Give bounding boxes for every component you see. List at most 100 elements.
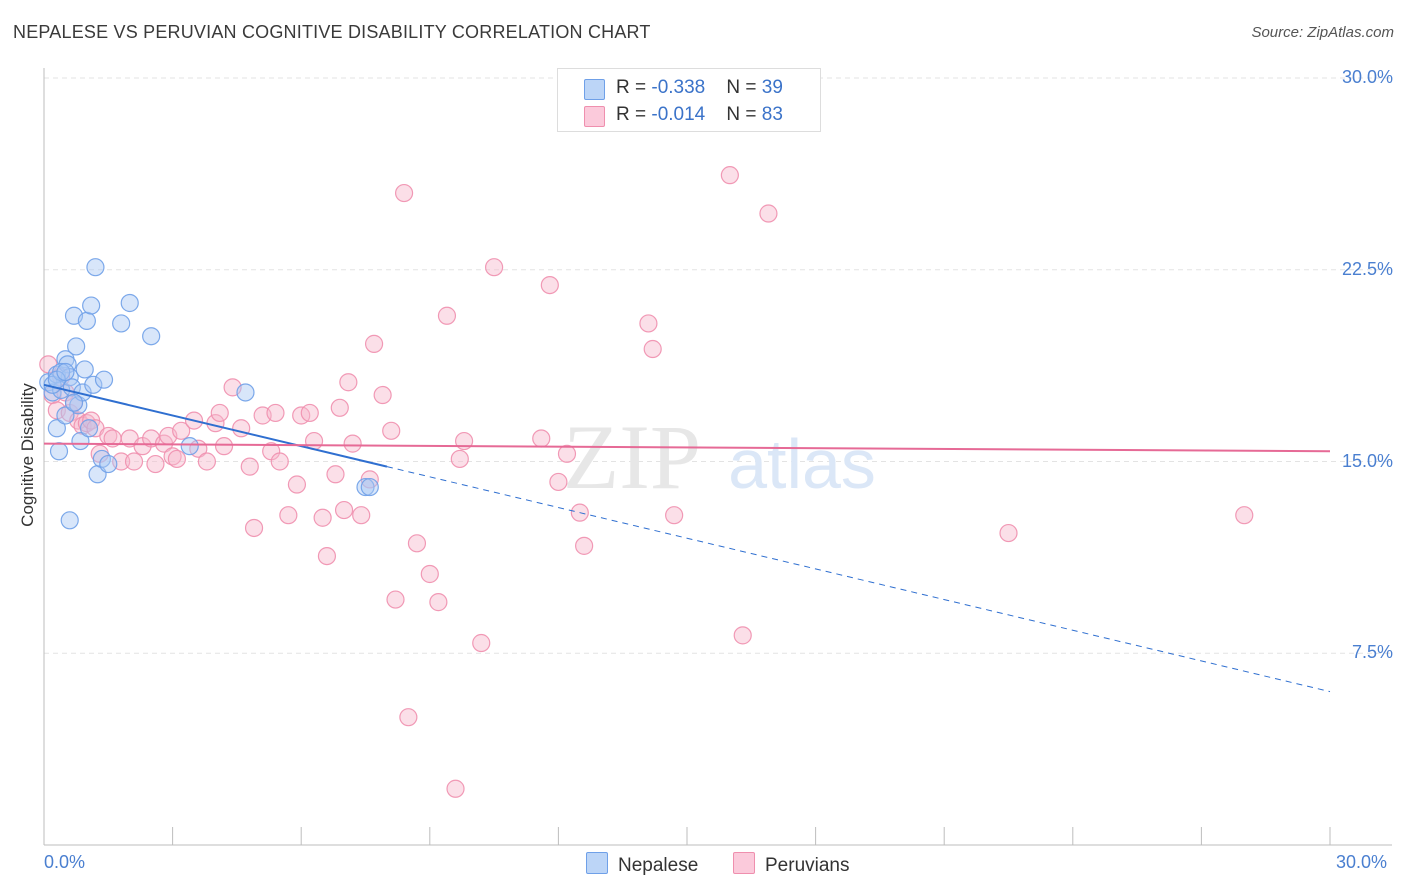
- peruvians-point: [240, 457, 259, 476]
- peruvians-point: [266, 403, 285, 423]
- peruvians-point: [339, 373, 358, 392]
- peruvians-point: [394, 183, 414, 203]
- peruvians-point: [279, 506, 298, 525]
- peruvians-swatch: [584, 106, 605, 127]
- peruvians-point: [146, 454, 165, 474]
- watermark: ZIP atlas: [563, 406, 876, 508]
- peruvians-point: [287, 475, 307, 494]
- y-tick-label: 30.0%: [1341, 67, 1393, 87]
- peruvians-point: [270, 452, 289, 471]
- watermark-zip: ZIP: [563, 406, 701, 508]
- r-value-peruvians: -0.014: [651, 104, 706, 125]
- peruvians-point: [759, 204, 778, 223]
- nepalese-point: [142, 327, 161, 346]
- n-value-nepalese: 39: [761, 77, 783, 98]
- peruvians-point: [386, 590, 405, 609]
- legend-label-nepalese: Nepalese: [618, 855, 699, 876]
- nepalese-point: [47, 419, 66, 438]
- peruvians-point: [733, 626, 752, 645]
- peruvians-point: [437, 306, 457, 325]
- r-value-nepalese: -0.338: [651, 77, 706, 98]
- peruvians-point: [472, 633, 491, 653]
- n-label: N =: [726, 77, 762, 98]
- data-points: [39, 166, 1254, 798]
- nepalese-point: [71, 431, 90, 451]
- series-nepalese: [39, 258, 379, 530]
- peruvians-point: [330, 398, 349, 417]
- nepalese-point: [56, 406, 75, 425]
- watermark-atlas: atlas: [728, 425, 876, 503]
- peruvians-point: [1235, 506, 1254, 525]
- peruvians-point: [326, 465, 345, 484]
- peruvians-point: [343, 434, 362, 453]
- peruvians-point: [317, 546, 337, 566]
- nepalese-point: [360, 477, 379, 497]
- peruvians-point: [210, 403, 229, 423]
- peruvians-point: [172, 421, 191, 440]
- nepalese-swatch: [584, 79, 605, 100]
- peruvians-point: [214, 437, 234, 456]
- nepalese-point: [75, 360, 94, 379]
- nepalese-point: [77, 311, 96, 330]
- peruvians-point: [420, 564, 439, 584]
- nepalese-point: [56, 362, 75, 382]
- peruvians-point: [334, 500, 354, 520]
- peruvians-point: [532, 429, 551, 448]
- nepalese-point: [99, 454, 118, 474]
- legend-item-nepalese[interactable]: Nepalese: [586, 852, 698, 877]
- peruvians-point: [313, 508, 332, 527]
- r-label: R =: [616, 77, 652, 98]
- peruvians-point: [244, 518, 264, 538]
- axes: [43, 68, 1392, 846]
- peruvians-point: [382, 421, 401, 440]
- nepalese-point: [86, 258, 105, 277]
- peruvians-point: [540, 275, 559, 295]
- nepalese-point: [94, 370, 114, 389]
- peruvians-point: [364, 334, 384, 353]
- nepalese-point: [112, 314, 131, 333]
- n-label: N =: [726, 104, 762, 125]
- nepalese-trend-line: [43, 383, 388, 468]
- nepalese-point: [236, 383, 255, 402]
- nepalese-trend-extension: [386, 466, 1331, 693]
- peruvians-point: [557, 444, 577, 463]
- peruvians-point: [429, 593, 448, 612]
- peruvians-point: [999, 523, 1018, 543]
- y-tick-label: 22.5%: [1341, 258, 1393, 279]
- trend-lines: [43, 383, 1331, 693]
- peruvians-point: [446, 779, 465, 798]
- legend-item-peruvians[interactable]: Peruvians: [733, 852, 850, 877]
- peruvians-trend-line: [43, 442, 1331, 453]
- peruvians-point: [352, 506, 371, 525]
- nepalese-point: [180, 437, 199, 456]
- stats-legend: R = -0.338 N = 39 R = -0.014 N = 83: [557, 68, 821, 132]
- x-tick-label-max: 30.0%: [1336, 852, 1388, 872]
- peruvians-point: [407, 534, 427, 553]
- r-label: R =: [616, 104, 652, 125]
- peruvians-point: [549, 472, 568, 492]
- chart-title: NEPALESE VS PERUVIAN COGNITIVE DISABILIT…: [13, 22, 651, 42]
- peruvians-point: [197, 452, 216, 471]
- nepalese-legend-swatch: [586, 852, 608, 874]
- grid-lines: [44, 77, 1392, 654]
- peruvians-point: [643, 339, 662, 359]
- nepalese-point: [84, 375, 103, 394]
- y-tick-label: 15.0%: [1341, 450, 1393, 471]
- y-tick-label: 7.5%: [1351, 642, 1393, 663]
- nepalese-point: [60, 511, 79, 530]
- peruvians-point: [485, 258, 504, 277]
- x-tick-label-min: 0.0%: [44, 852, 86, 872]
- nepalese-point: [120, 293, 139, 313]
- series-peruvians: [39, 166, 1254, 798]
- peruvians-point: [450, 449, 469, 469]
- peruvians-point: [399, 708, 418, 727]
- peruvians-point: [300, 403, 319, 423]
- nepalese-point: [82, 296, 101, 315]
- peruvians-point: [665, 506, 684, 525]
- peruvians-legend-swatch: [733, 852, 755, 874]
- peruvians-point: [639, 314, 658, 333]
- nepalese-point: [64, 393, 84, 412]
- peruvians-point: [373, 385, 392, 405]
- nepalese-point: [356, 477, 375, 497]
